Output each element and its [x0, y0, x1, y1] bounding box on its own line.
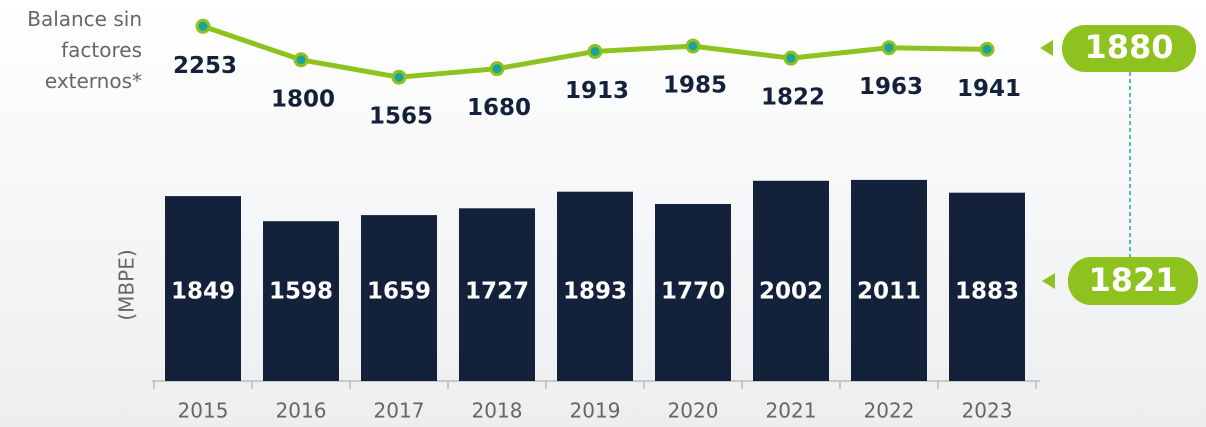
bar	[851, 179, 927, 381]
bar	[753, 180, 829, 381]
y-axis-label: (MBPE)	[115, 249, 139, 320]
bar	[263, 221, 339, 381]
line-label: 2253	[173, 53, 237, 79]
badge-label: 1880	[1084, 28, 1173, 66]
line-series-label: Balance sin factores externos*	[27, 7, 142, 93]
line-label: 1565	[369, 104, 433, 130]
line-point	[979, 41, 995, 57]
pointer	[1042, 273, 1055, 289]
x-tick-label: 2020	[668, 399, 719, 423]
bar-label: 1727	[465, 279, 529, 305]
bar	[361, 215, 437, 381]
line-label: 1963	[859, 74, 923, 100]
bar-label: 1883	[955, 279, 1019, 305]
x-tick-label: 2015	[178, 399, 229, 423]
line-point	[881, 40, 897, 56]
bar	[557, 191, 633, 381]
line-point	[195, 18, 211, 34]
bar-label: 1598	[269, 279, 333, 305]
x-tick-label: 2017	[374, 399, 425, 423]
bar-label: 1893	[563, 279, 627, 305]
line-point	[391, 69, 407, 85]
x-tick-label: 2016	[276, 399, 327, 423]
x-tick-label: 2021	[766, 399, 817, 423]
bar-label: 2002	[759, 279, 823, 305]
badge	[1062, 25, 1196, 72]
bar-label: 2011	[857, 279, 921, 305]
x-tick-label: 2018	[472, 399, 523, 423]
line-point	[685, 38, 701, 54]
line-point	[587, 43, 603, 59]
pointer	[1040, 40, 1053, 56]
bar	[459, 208, 535, 381]
line-label: 1800	[271, 86, 335, 112]
bar-label: 1849	[171, 279, 235, 305]
line-label: 1680	[467, 95, 531, 121]
line-label: 1913	[565, 78, 629, 104]
line-label: 1985	[663, 73, 727, 99]
x-tick-label: 2019	[570, 399, 621, 423]
badge	[1068, 257, 1198, 305]
line-point	[489, 61, 505, 77]
line-label: 1941	[957, 76, 1021, 102]
bar	[655, 204, 731, 381]
badge-label: 1821	[1088, 261, 1177, 299]
bar	[165, 196, 241, 381]
line-point	[293, 52, 309, 68]
line-point	[783, 50, 799, 66]
x-tick-label: 2023	[962, 399, 1013, 423]
bar	[949, 192, 1025, 381]
x-tick-label: 2022	[864, 399, 915, 423]
line-label: 1822	[761, 85, 825, 111]
bar-label: 1659	[367, 279, 431, 305]
bar-label: 1770	[661, 279, 725, 305]
